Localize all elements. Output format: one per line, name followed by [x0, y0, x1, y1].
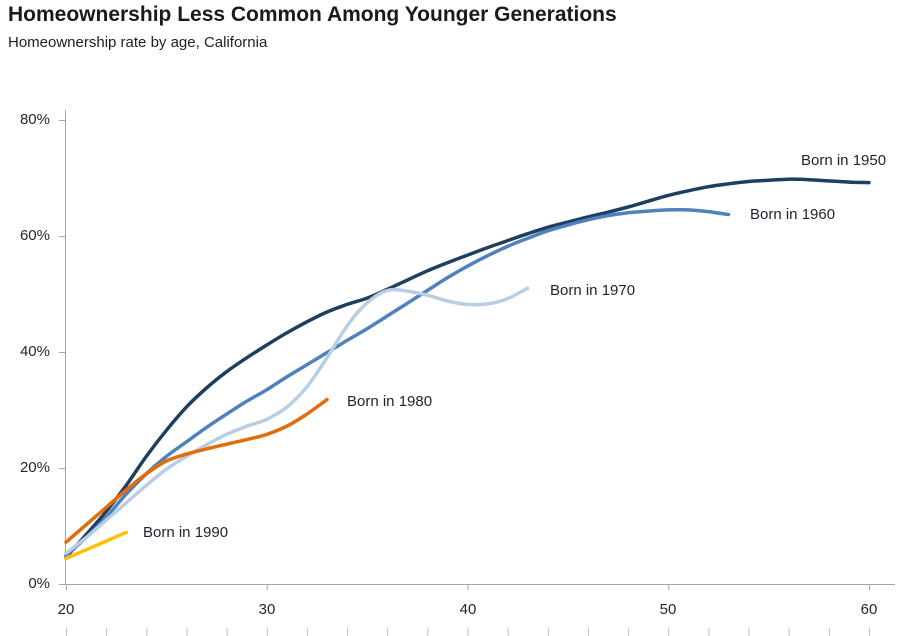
y-tick-label-0: 0% — [28, 575, 50, 592]
x-tick-label-20: 20 — [57, 601, 75, 618]
series-label-born-1970: Born in 1970 — [550, 282, 636, 299]
x-tick-label-50: 50 — [659, 601, 677, 618]
chart-subtitle: Homeownership rate by age, California — [8, 34, 268, 51]
series-label-born-1980: Born in 1980 — [347, 393, 433, 410]
line-born-in-1980 — [64, 397, 329, 544]
series-label-born-1960: Born in 1960 — [750, 206, 836, 223]
y-tick-label-80: 80% — [19, 111, 50, 128]
y-tick-label-20: 20% — [19, 459, 50, 476]
line-born-in-1990 — [64, 530, 128, 561]
line-born-in-1950 — [64, 177, 871, 560]
y-tick-label-40: 40% — [19, 343, 50, 360]
x-tick-label-30: 30 — [258, 601, 276, 618]
x-tick-label-40: 40 — [459, 601, 477, 618]
series-label-born-1950: Born in 1950 — [801, 152, 887, 169]
y-tick-label-60: 60% — [19, 227, 50, 244]
chart-title: Homeownership Less Common Among Younger … — [8, 3, 617, 26]
series-lines-group — [64, 177, 871, 561]
series-label-born-1990: Born in 1990 — [143, 524, 229, 541]
line-born-in-1960 — [64, 207, 731, 558]
axes-group — [59, 110, 895, 636]
x-tick-label-60: 60 — [860, 601, 878, 618]
line-born-in-1970 — [64, 286, 530, 556]
